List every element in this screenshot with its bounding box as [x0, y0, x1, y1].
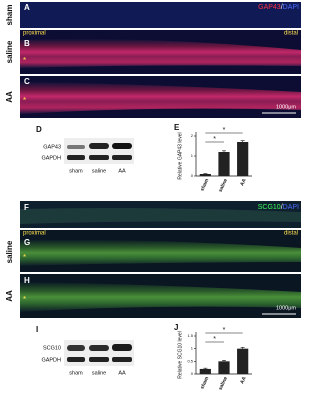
y-tick-label: 0 — [191, 173, 194, 178]
lane-label: sham — [69, 168, 83, 174]
group-label: saline — [5, 240, 14, 263]
band — [67, 155, 85, 160]
stain: SCG10 — [258, 204, 281, 211]
band — [89, 357, 109, 362]
lane-label: AA — [118, 370, 126, 376]
distal-label: distal — [284, 231, 298, 237]
band — [112, 155, 132, 160]
stain-label: GAP43/DAPI — [258, 4, 299, 11]
panel-letter: I — [36, 325, 38, 334]
y-axis-label: Relative GAP43 level — [177, 132, 183, 179]
band — [112, 357, 132, 362]
band — [67, 145, 85, 149]
lane-label: sham — [69, 370, 83, 376]
counterstain: DAPI — [283, 4, 299, 11]
significance-mark: * — [213, 336, 216, 343]
stain: GAP43 — [258, 4, 281, 11]
star: * — [23, 295, 26, 304]
scale-label: 1000μm — [276, 305, 296, 311]
panel-letter: D — [36, 125, 42, 134]
panel-letter: J — [174, 323, 178, 332]
scale-label: 1000μm — [276, 104, 296, 110]
distal-label: distal — [284, 31, 298, 37]
row-label: GAP43 — [43, 144, 61, 150]
panel-letter: A — [24, 3, 30, 12]
y-tick-label: 0 — [191, 371, 194, 376]
x-tick-label: AA — [239, 178, 248, 187]
x-tick-label: saline — [218, 376, 230, 392]
tissue — [20, 39, 301, 68]
band — [112, 143, 132, 149]
star: * — [23, 96, 26, 105]
group-label: AA — [5, 290, 14, 302]
proximal-label: proximal — [23, 31, 46, 37]
y-tick-label: 0.5 — [187, 358, 193, 363]
y-tick-label: 1 — [191, 153, 194, 158]
x-tick-label: AA — [239, 376, 248, 385]
band — [67, 357, 85, 362]
bar — [237, 348, 249, 374]
significance-mark: * — [223, 127, 226, 134]
group-label: sham — [5, 5, 14, 26]
blot — [64, 340, 134, 366]
image-strip — [20, 2, 301, 28]
y-tick-label: 2 — [191, 133, 194, 138]
stain-label: SCG10/DAPI — [258, 204, 299, 211]
band — [112, 344, 132, 351]
band — [67, 345, 85, 351]
lane-label: saline — [92, 168, 106, 174]
x-tick-label: saline — [218, 178, 230, 194]
counterstain: DAPI — [283, 204, 299, 211]
blot — [64, 138, 134, 164]
tissue — [20, 208, 301, 224]
group-label: saline — [5, 40, 14, 63]
band — [89, 345, 109, 351]
panel-letter: F — [24, 203, 29, 212]
bar — [199, 174, 211, 176]
panel-letter: G — [24, 238, 30, 247]
lane-label: saline — [92, 370, 106, 376]
significance-mark: * — [223, 327, 226, 334]
bar — [218, 361, 230, 374]
panel-letter: B — [24, 39, 30, 48]
tissue — [20, 82, 301, 114]
significance-mark: * — [213, 136, 216, 143]
group-label: AA — [5, 91, 14, 103]
y-tick-label: 1.5 — [187, 333, 193, 338]
tissue — [20, 282, 301, 312]
figure: A B C sham saline AA GAP43/DAPI proximal… — [5, 2, 301, 392]
panel-letter: H — [24, 276, 30, 285]
separator: / — [281, 4, 283, 11]
proximal-label: proximal — [23, 231, 46, 237]
row-label: GAPDH — [41, 357, 61, 363]
x-tick-label: sham — [199, 177, 210, 192]
row-label: GAPDH — [41, 155, 61, 161]
separator: / — [281, 204, 283, 211]
x-tick-label: sham — [199, 375, 210, 390]
bar — [199, 368, 211, 374]
star: * — [23, 253, 26, 262]
panel-letter: C — [24, 77, 30, 86]
bar — [218, 152, 230, 176]
lane-label: AA — [118, 168, 126, 174]
tissue — [20, 239, 301, 266]
band — [89, 143, 109, 149]
y-axis-label: Relative SCG10 level — [177, 331, 183, 379]
panel-letter: E — [174, 123, 180, 132]
band — [89, 155, 109, 160]
bar — [237, 142, 249, 176]
star: * — [23, 56, 26, 65]
row-label: SCG10 — [43, 345, 61, 351]
y-tick-label: 1 — [191, 346, 194, 351]
